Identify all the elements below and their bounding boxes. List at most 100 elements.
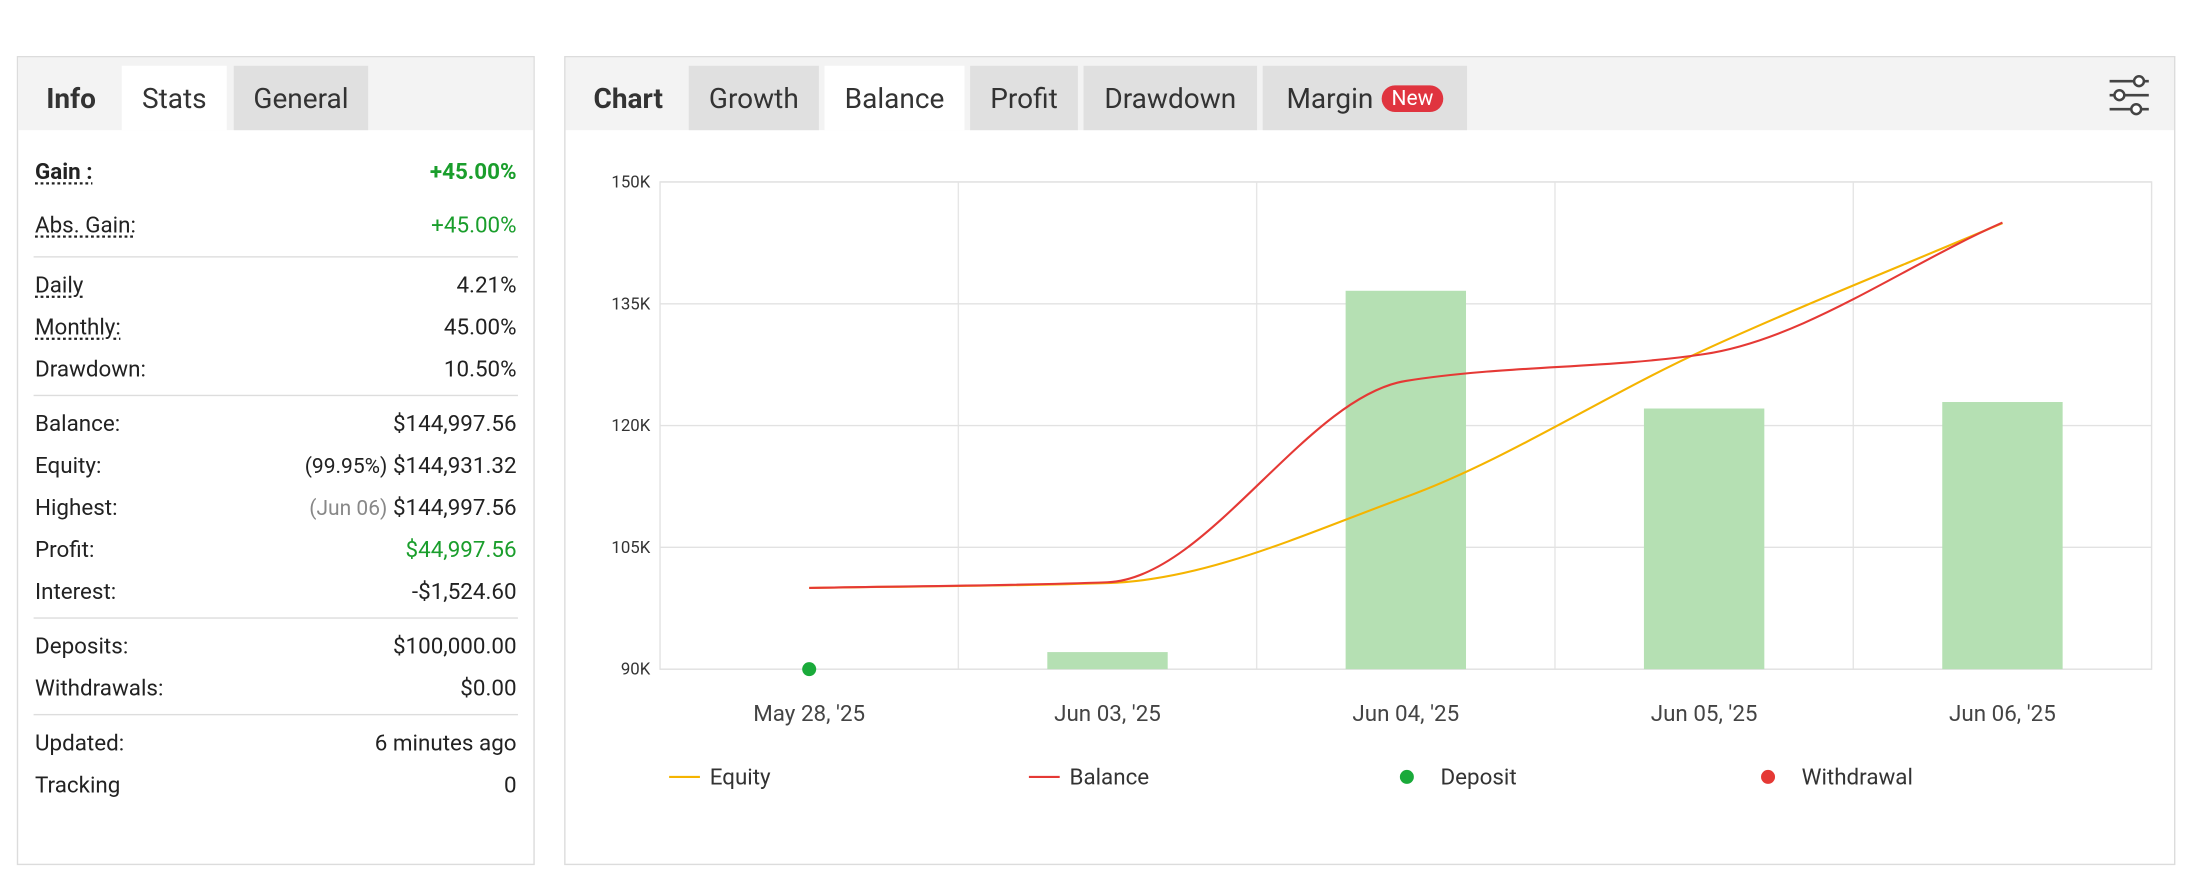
legend-swatch [1399, 769, 1414, 784]
stat-value: +45.00% [431, 210, 517, 238]
stat-value-wrap: +45.00% [431, 211, 516, 238]
stats-row: Interest: -$1,524.60 [34, 570, 518, 612]
chart-panel: Chart Growth Balance Profit Drawdown Margin Ne… [564, 55, 2176, 866]
stat-value: $0.00 [460, 674, 517, 701]
legend-label: Equity [710, 765, 771, 791]
stats-row: Highest: (Jun 06) $144,997.56 [34, 486, 518, 528]
x-tick-label: Jun 04, '25 [1352, 701, 1459, 727]
stats-row: Withdrawals: $0.00 [34, 666, 518, 708]
stats-row: Abs. Gain: +45.00% [34, 197, 518, 250]
stat-value-wrap: (Jun 06) $144,997.56 [309, 493, 516, 520]
stat-value: 6 minutes ago [374, 728, 517, 756]
stats-row: Daily 4.21% [34, 263, 518, 305]
stat-label: Drawdown: [34, 354, 146, 382]
stat-label: Gain : [34, 157, 93, 185]
stat-value-wrap: 45.00% [444, 313, 517, 340]
stat-label: Monthly: [34, 312, 121, 340]
tab[interactable]: Info [46, 81, 96, 115]
stats-row: Equity: (99.95%) $144,931.32 [34, 444, 518, 486]
stat-value: 4.21% [456, 270, 517, 298]
x-tick-label: Jun 06, '25 [1949, 701, 2056, 727]
y-tick-label: 150K [611, 173, 650, 193]
stat-label: Withdrawals: [34, 674, 164, 701]
stat-value: $144,931.32 [392, 451, 517, 479]
tab[interactable]: General [233, 65, 369, 131]
stats-row: Profit: $44,997.56 [34, 528, 518, 570]
tab-bar: Info Stats General [18, 57, 534, 131]
tab[interactable]: Profit [970, 65, 1078, 131]
stat-note: (99.95%) [304, 452, 388, 479]
stat-value: 10.50% [443, 354, 517, 382]
stat-value-wrap: 10.50% [444, 355, 517, 382]
stat-label: Profit: [34, 535, 95, 563]
stats-row: Balance: $144,997.56 [34, 402, 518, 444]
stat-value-wrap: $144,997.56 [393, 409, 517, 436]
stat-value: $144,997.56 [392, 409, 517, 437]
line [809, 221, 2003, 589]
stat-value: 45.00% [443, 312, 517, 340]
x-tick-label: May 28, '25 [753, 701, 865, 727]
y-tick-label: 135K [611, 294, 650, 314]
stat-label: Updated: [34, 728, 125, 756]
stat-label: Equity: [34, 451, 102, 479]
stats-group: Updated: 6 minutes ago Tracking 0 [34, 715, 518, 810]
stats-group: Gain : +45.00% Abs. Gain: +45.00% [33, 139, 518, 258]
stat-value: $144,997.56 [392, 493, 517, 521]
stat-label: Tracking [34, 770, 121, 798]
stat-value-wrap: $100,000.00 [393, 632, 517, 659]
y-tick-label: 120K [611, 416, 650, 436]
stat-label: Interest: [34, 577, 117, 605]
stat-value-wrap: $44,997.56 [406, 535, 517, 562]
stat-value: -$1,524.60 [411, 577, 517, 605]
stats-list: Gain : +45.00% Abs. Gain: +45.00% Daily 4.21%… [33, 139, 518, 811]
stat-value-wrap: (99.95%) $144,931.32 [305, 451, 517, 478]
legend-label: Deposit [1440, 765, 1516, 791]
x-tick-label: Jun 05, '25 [1651, 701, 1758, 727]
legend-label: Balance [1070, 765, 1150, 791]
stats-group: Daily 4.21% Monthly: 45.00% Drawdown: 10.50% [33, 258, 518, 397]
tab[interactable]: Chart [593, 81, 663, 115]
x-tick-label: Jun 03, '25 [1054, 701, 1161, 727]
y-tick-label: 105K [611, 538, 650, 558]
stats-row: Gain : +45.00% [34, 144, 518, 197]
tab[interactable]: Stats [121, 65, 227, 131]
stats-row: Deposits: $100,000.00 [34, 624, 518, 666]
tab[interactable]: Growth [688, 65, 819, 131]
bar [1643, 408, 1765, 670]
stat-value-wrap: -$1,524.60 [412, 577, 517, 604]
stat-value-wrap: 6 minutes ago [375, 729, 517, 756]
stat-value-wrap: 0 [504, 771, 517, 798]
stat-value: $44,997.56 [405, 535, 517, 563]
badge: New [1381, 85, 1444, 112]
stat-label: Abs. Gain: [34, 210, 136, 238]
tab[interactable]: Drawdown [1083, 65, 1258, 131]
stat-value: $100,000.00 [392, 632, 517, 659]
tab[interactable]: Margin New [1262, 65, 1468, 131]
stat-value-wrap: +45.00% [430, 157, 517, 184]
settings-icon[interactable] [2105, 74, 2153, 116]
stats-panel: Info Stats General Gain : +45.00% Abs. Gain:… [16, 55, 535, 866]
stat-value: 0 [503, 770, 517, 798]
stat-value-wrap: $0.00 [460, 674, 516, 701]
legend-swatch [1761, 769, 1776, 784]
stats-row: Drawdown: 10.50% [34, 347, 518, 389]
stats-row: Monthly: 45.00% [34, 305, 518, 347]
stat-label: Deposits: [34, 632, 129, 659]
point [802, 662, 817, 677]
stat-value-wrap: 4.21% [456, 271, 516, 298]
bar [1047, 652, 1168, 670]
bar [1942, 402, 2063, 670]
tab[interactable]: Balance [824, 65, 965, 131]
stat-label: Highest: [34, 493, 118, 521]
stats-group: Deposits: $100,000.00 Withdrawals: $0.00 [33, 619, 518, 716]
y-tick-label: 90K [621, 660, 651, 680]
stats-row: Tracking 0 [34, 763, 518, 805]
stat-note: (Jun 06) [309, 494, 388, 521]
stats-row: Updated: 6 minutes ago [34, 721, 518, 763]
stat-label: Daily [34, 270, 84, 298]
stats-group: Balance: $144,997.56 Equity: (99.95%) $144,9… [33, 396, 518, 619]
stat-label: Balance: [34, 409, 121, 437]
